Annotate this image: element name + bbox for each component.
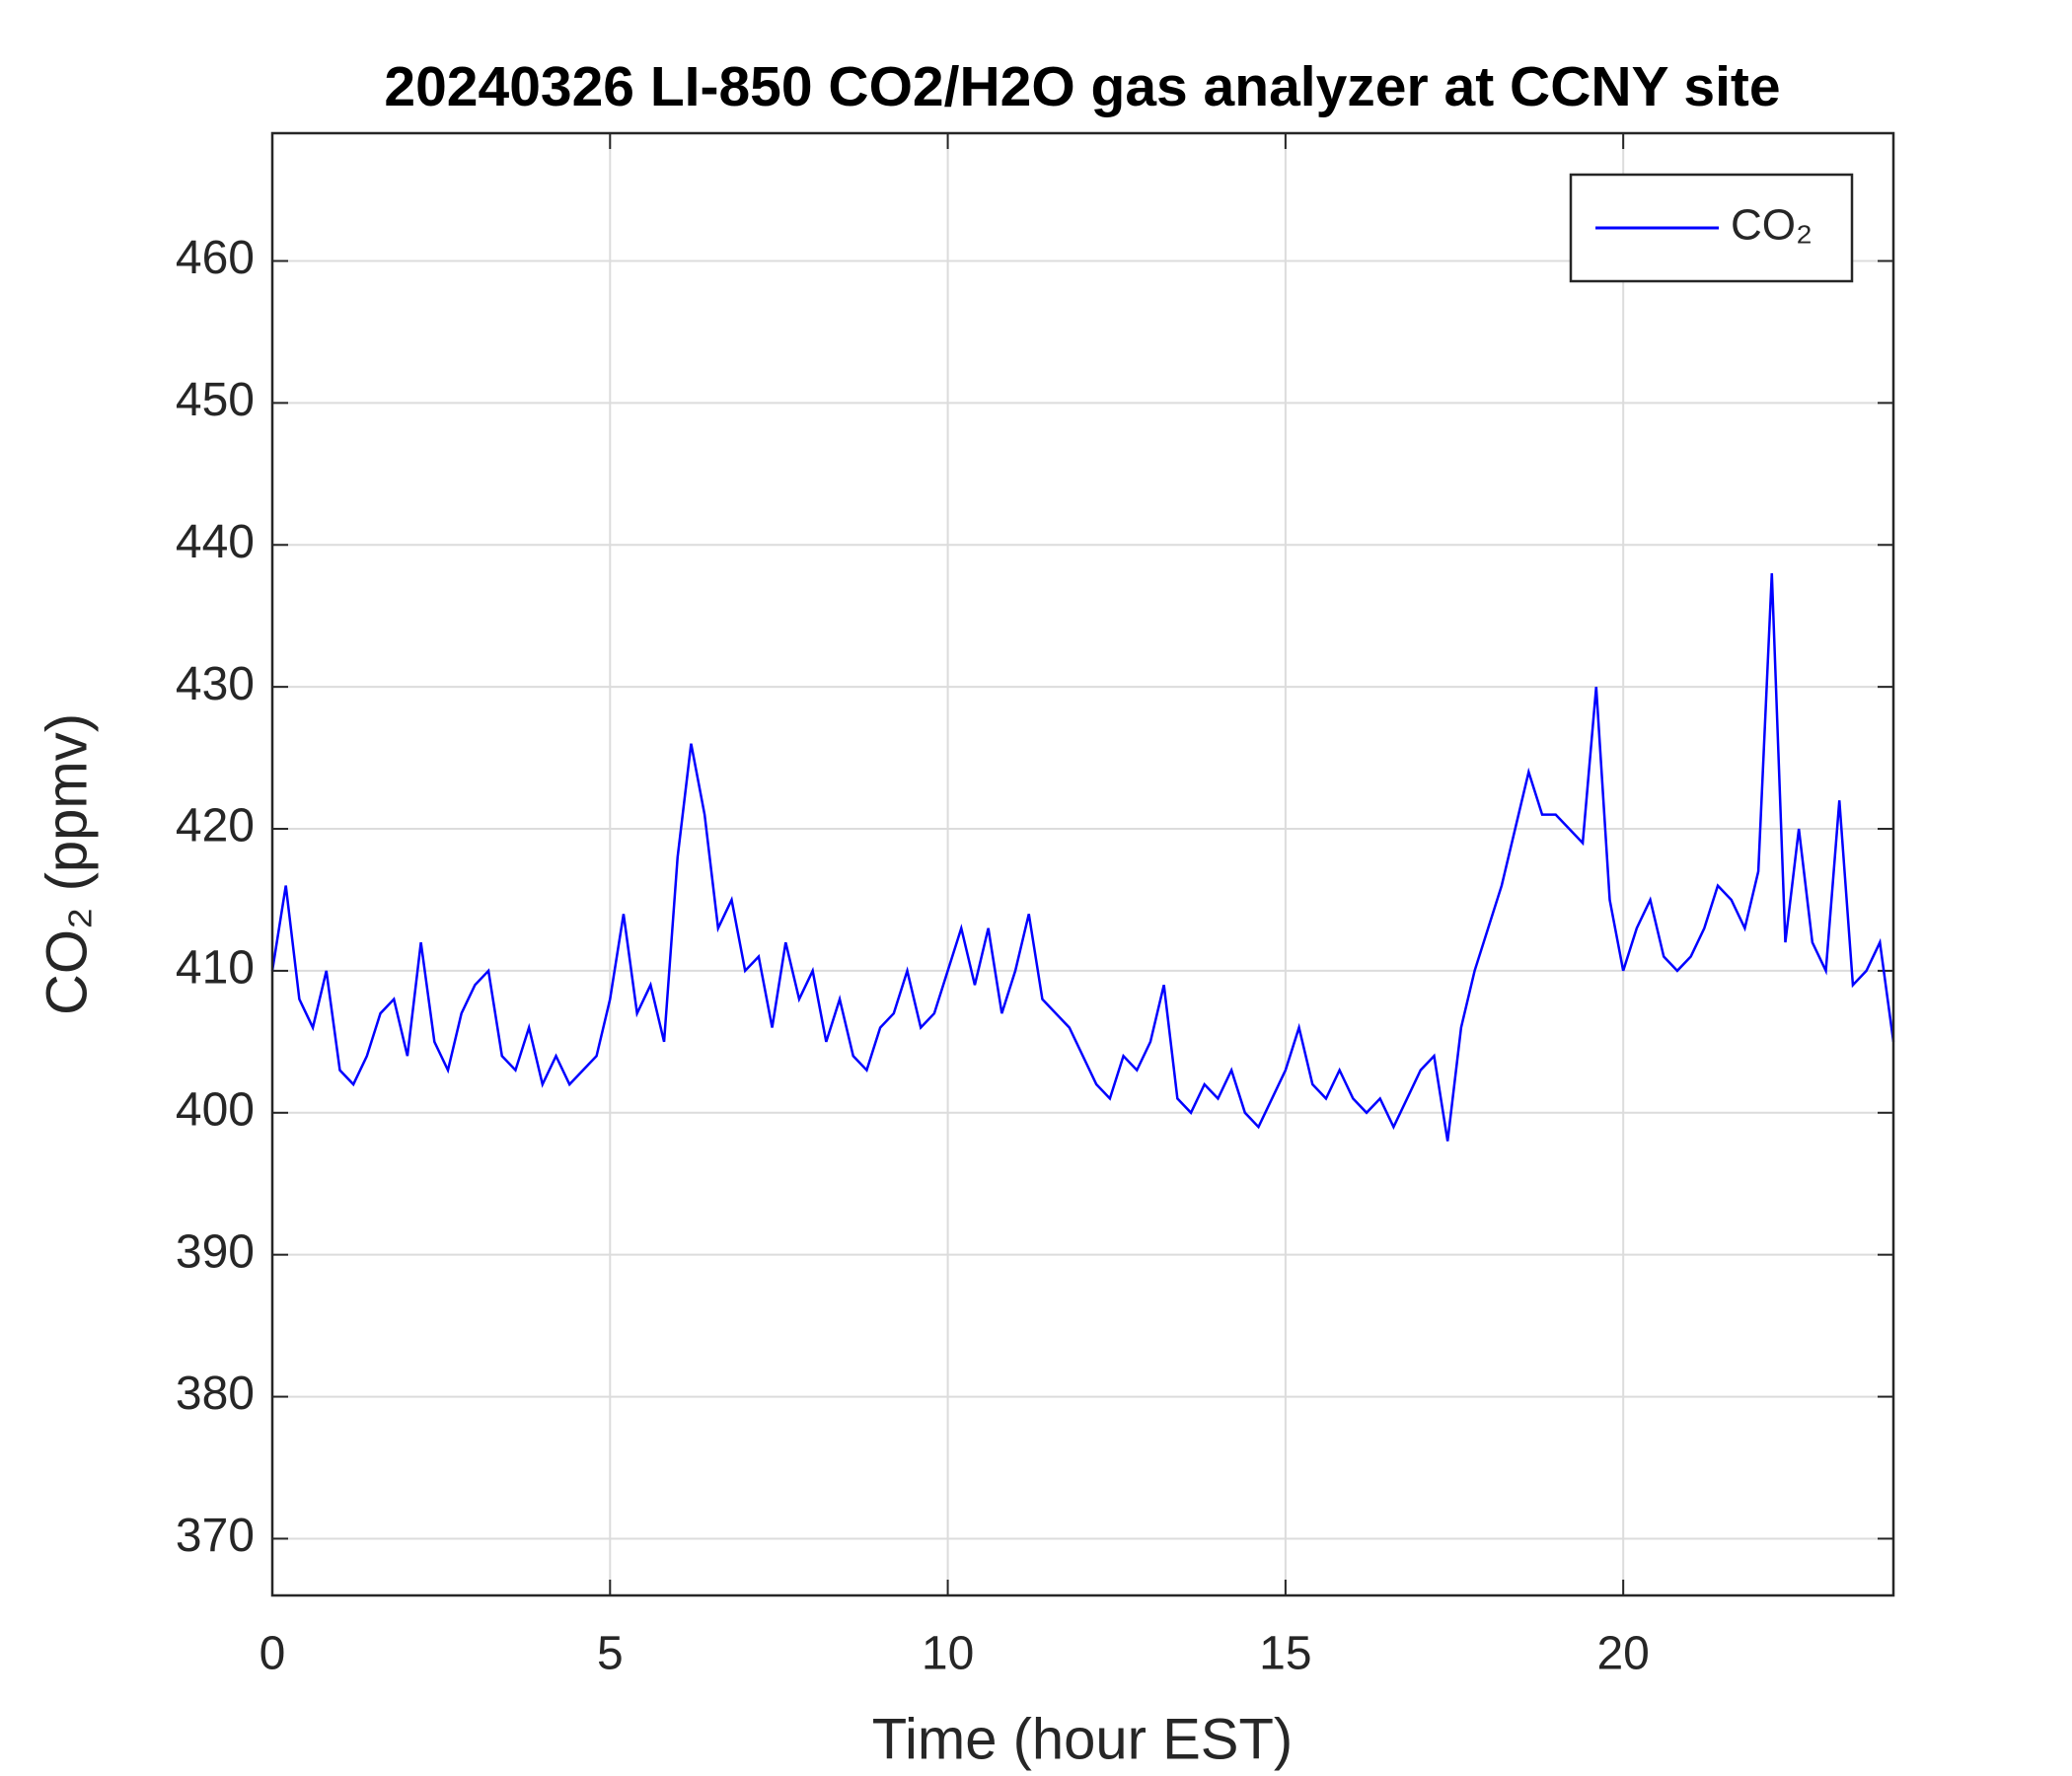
- y-tick-label: 390: [176, 1225, 255, 1278]
- y-tick-label: 440: [176, 516, 255, 568]
- legend-label: CO₂: [1731, 201, 1813, 250]
- x-tick-label: 10: [922, 1628, 974, 1680]
- data-line: [270, 572, 1895, 1142]
- y-tick-label: 380: [176, 1368, 255, 1420]
- y-tick-label: 450: [176, 374, 255, 426]
- y-tick-label: 400: [176, 1083, 255, 1136]
- plot-frame: [270, 131, 1895, 1597]
- x-tick-label: 20: [1596, 1628, 1649, 1680]
- chart-title: 20240326 LI-850 CO2/H2O gas analyzer at …: [384, 55, 1780, 118]
- y-tick-label: 410: [176, 942, 255, 995]
- y-tick-label: 420: [176, 800, 255, 852]
- x-tick-label: 15: [1259, 1628, 1311, 1680]
- y-tick-label: 430: [176, 658, 255, 710]
- y-axis-label: CO₂ (ppmv): [35, 713, 99, 1015]
- x-tick-label: 5: [597, 1628, 624, 1680]
- y-tick-label: 370: [176, 1510, 255, 1562]
- x-axis-label: Time (hour EST): [872, 1707, 1293, 1771]
- y-tick-label: 460: [176, 232, 255, 284]
- x-tick-label: 0: [259, 1628, 286, 1680]
